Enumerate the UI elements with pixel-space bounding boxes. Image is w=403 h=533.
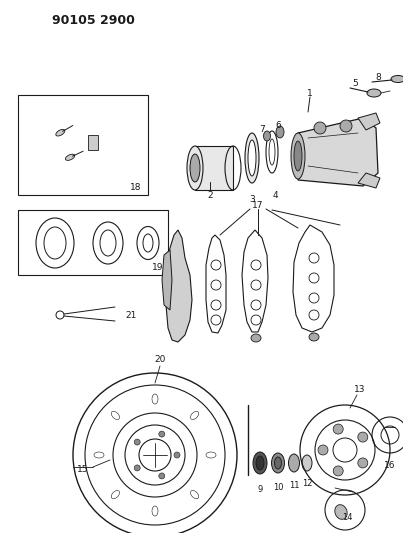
Ellipse shape (248, 140, 256, 176)
Text: 13: 13 (354, 385, 366, 394)
Ellipse shape (309, 333, 319, 341)
Text: 10: 10 (273, 483, 283, 492)
Text: 6: 6 (275, 122, 281, 131)
Ellipse shape (264, 131, 270, 141)
Circle shape (318, 445, 328, 455)
Text: 15: 15 (77, 465, 89, 474)
Polygon shape (162, 250, 172, 310)
Ellipse shape (256, 456, 264, 470)
Text: 14: 14 (342, 513, 352, 521)
Circle shape (134, 465, 140, 471)
Ellipse shape (291, 133, 305, 179)
Polygon shape (358, 173, 380, 188)
Ellipse shape (253, 452, 267, 474)
Text: 21: 21 (125, 311, 136, 319)
Text: 9: 9 (258, 485, 263, 494)
Text: 18: 18 (130, 183, 142, 192)
Ellipse shape (294, 141, 302, 171)
Text: 4: 4 (272, 191, 278, 200)
Circle shape (159, 431, 165, 437)
Text: 11: 11 (289, 481, 299, 490)
Text: 8: 8 (375, 72, 381, 82)
Circle shape (358, 432, 368, 442)
Ellipse shape (251, 334, 261, 342)
Circle shape (333, 466, 343, 476)
Text: 7: 7 (259, 125, 265, 134)
Ellipse shape (274, 457, 282, 469)
Circle shape (174, 452, 180, 458)
Bar (18, 210, 168, 275)
Text: 17: 17 (252, 200, 264, 209)
Circle shape (134, 439, 140, 445)
Ellipse shape (272, 453, 285, 473)
Text: 5: 5 (352, 79, 358, 88)
Polygon shape (358, 113, 380, 130)
Ellipse shape (367, 89, 381, 97)
Text: 90105 2900: 90105 2900 (52, 14, 135, 27)
Circle shape (333, 424, 343, 434)
Text: 3: 3 (249, 196, 255, 205)
Text: 2: 2 (207, 191, 213, 200)
Ellipse shape (65, 154, 75, 160)
Text: 16: 16 (384, 461, 396, 470)
Ellipse shape (289, 454, 299, 472)
Polygon shape (195, 146, 233, 190)
Ellipse shape (335, 505, 347, 519)
Ellipse shape (187, 146, 203, 190)
Bar (18, 95, 148, 195)
Text: 1: 1 (307, 88, 313, 98)
Circle shape (314, 122, 326, 134)
Circle shape (159, 473, 165, 479)
Polygon shape (298, 118, 378, 186)
Text: 19: 19 (152, 263, 164, 272)
Bar (88, 135, 98, 150)
Circle shape (340, 120, 352, 132)
Ellipse shape (391, 76, 403, 83)
Circle shape (358, 458, 368, 468)
Polygon shape (166, 230, 192, 342)
Ellipse shape (302, 455, 312, 471)
Text: 12: 12 (302, 479, 312, 488)
Ellipse shape (190, 154, 200, 182)
Ellipse shape (245, 133, 259, 183)
Text: 20: 20 (154, 356, 166, 365)
Ellipse shape (56, 130, 65, 136)
Ellipse shape (276, 126, 284, 138)
